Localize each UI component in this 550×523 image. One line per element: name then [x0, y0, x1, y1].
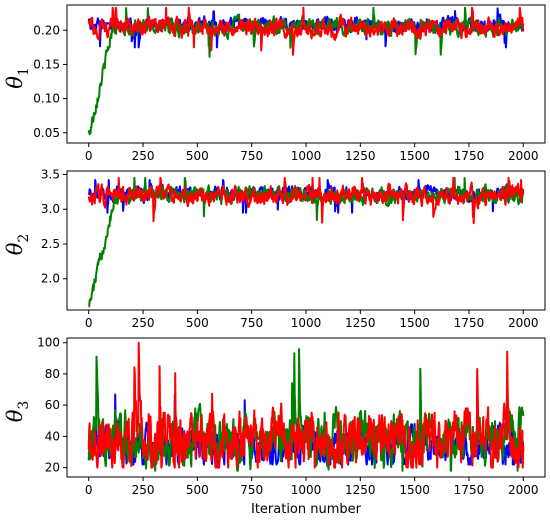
- y-axis-label-symbol: θ: [3, 76, 27, 89]
- x-tick-label: 1750: [454, 483, 485, 497]
- theta2-trace-panel: 0 250 500 750 1000 1250 1500 1750 2000 2.0 2.5 3.0 3…: [3, 167, 546, 330]
- x-tick-label: 250: [132, 316, 155, 330]
- y-tick-label: 80: [45, 367, 60, 381]
- y-tick-label: 40: [45, 429, 60, 443]
- x-tick-label: 2000: [508, 316, 539, 330]
- x-tick-label: 750: [240, 483, 263, 497]
- x-tick-label: 2000: [508, 149, 539, 163]
- x-axis-label: Iteration number: [251, 502, 362, 517]
- y-tick-label: 100: [37, 336, 60, 350]
- x-tick-label: 1000: [291, 316, 322, 330]
- y-axis-label-subscript: 1: [16, 67, 32, 76]
- x-tick-label: 500: [186, 149, 209, 163]
- y-tick-label: 0.05: [33, 126, 60, 140]
- x-tick-label: 500: [186, 316, 209, 330]
- y-tick-label: 60: [45, 398, 60, 412]
- x-tick-label: 500: [186, 483, 209, 497]
- x-tick-label: 2000: [508, 483, 539, 497]
- x-tick-label: 1750: [454, 149, 485, 163]
- x-tick-label: 1500: [399, 149, 430, 163]
- x-tick-label: 1250: [345, 149, 376, 163]
- x-tick-label: 1500: [399, 316, 430, 330]
- x-tick-label: 750: [240, 149, 263, 163]
- x-tick-label: 0: [85, 483, 93, 497]
- x-tick-label: 1250: [345, 316, 376, 330]
- y-axis-label-subscript: 2: [16, 234, 32, 243]
- x-tick-label: 0: [85, 316, 93, 330]
- y-axis-label-subscript: 3: [16, 401, 32, 410]
- y-axis-label: θ3: [3, 401, 32, 423]
- y-axis-label: θ1: [3, 67, 32, 89]
- y-axis-label-symbol: θ: [3, 242, 27, 255]
- y-tick-label: 0.15: [33, 57, 60, 71]
- y-tick-label: 2.5: [41, 237, 60, 251]
- x-tick-label: 250: [132, 483, 155, 497]
- y-tick-label: 0.20: [33, 23, 60, 37]
- x-tick-label: 1250: [345, 483, 376, 497]
- series-2-trace: [87, 176, 525, 225]
- x-tick-label: 0: [85, 149, 93, 163]
- y-tick-label: 2.0: [41, 272, 60, 286]
- x-tick-label: 250: [132, 149, 155, 163]
- theta1-trace-panel: 0 250 500 750 1000 1250 1500 1750 2000 0.05 0.10 0.…: [3, 4, 546, 163]
- y-tick-label: 0.10: [33, 92, 60, 106]
- series-2-trace: [87, 341, 525, 469]
- y-axis-label-symbol: θ: [3, 409, 27, 422]
- x-tick-label: 1000: [291, 149, 322, 163]
- y-tick-label: 3.0: [41, 202, 60, 216]
- x-tick-label: 1500: [399, 483, 430, 497]
- x-tick-label: 750: [240, 316, 263, 330]
- y-axis-label: θ2: [3, 234, 32, 256]
- series-2-trace: [87, 6, 525, 56]
- x-tick-label: 1000: [291, 483, 322, 497]
- x-tick-label: 1750: [454, 316, 485, 330]
- y-tick-label: 20: [45, 461, 60, 475]
- theta3-trace-panel: 0 250 500 750 1000 1250 1500 1750 2000 20 40 60 80 10…: [3, 336, 546, 517]
- y-tick-label: 3.5: [41, 167, 60, 181]
